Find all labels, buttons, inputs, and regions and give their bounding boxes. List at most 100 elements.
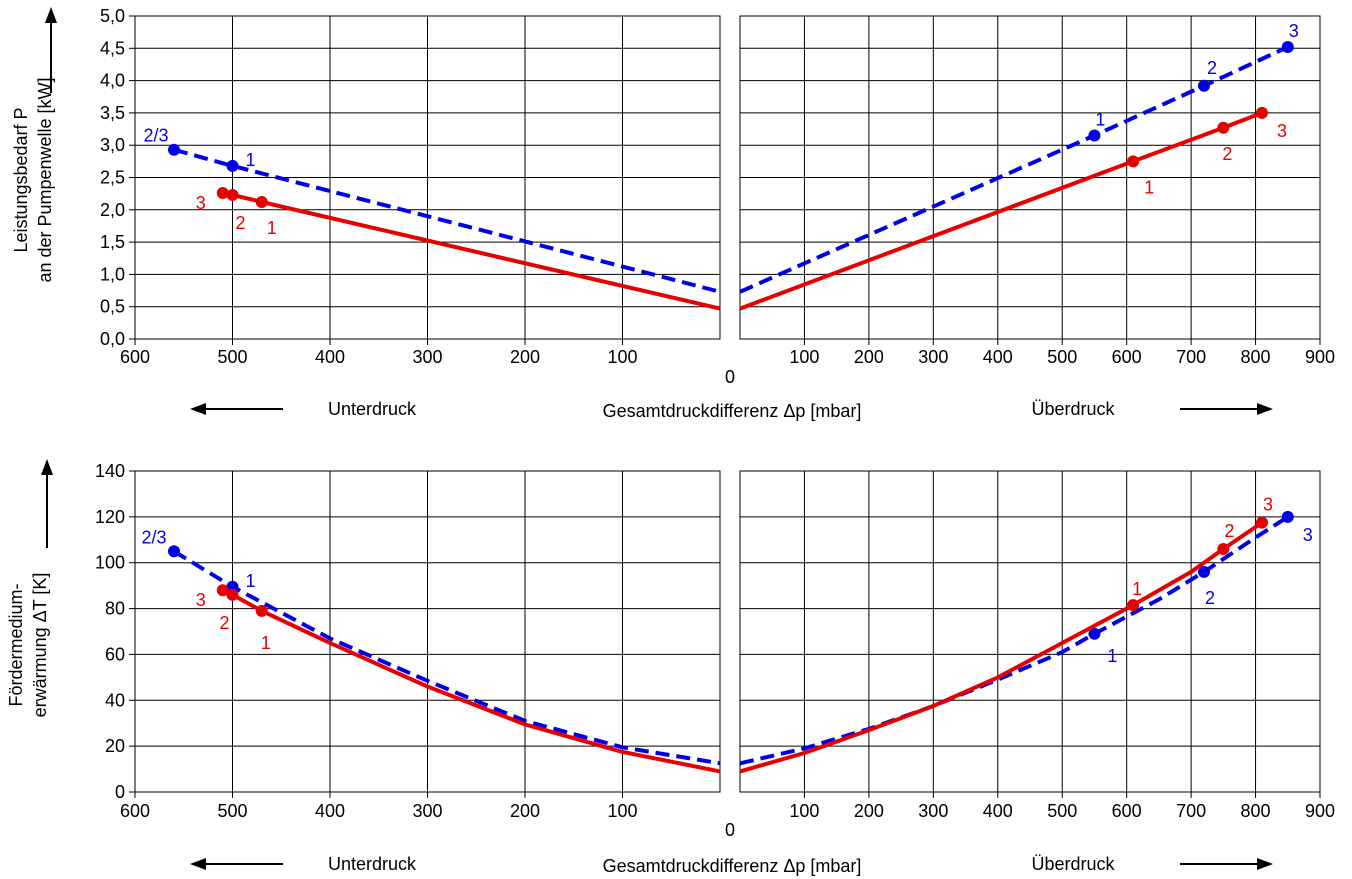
data-point xyxy=(168,545,180,558)
y-tick-label: 0,5 xyxy=(100,297,125,317)
x-tick-label: 400 xyxy=(983,347,1013,367)
x-tick-label: 900 xyxy=(1305,347,1335,367)
data-point-label: 2 xyxy=(1205,588,1215,608)
x-tick-label: 300 xyxy=(918,347,948,367)
data-point xyxy=(1217,121,1230,134)
x-tick-label: 800 xyxy=(1241,801,1271,821)
y-tick-label: 2,0 xyxy=(100,200,125,220)
y-tick-label: 2,5 xyxy=(100,168,125,188)
data-point-label: 1 xyxy=(1144,177,1154,197)
data-point-label: 2 xyxy=(219,613,229,633)
data-point xyxy=(1088,627,1101,640)
y-tick-label: 0 xyxy=(115,782,125,802)
x-tick-label: 600 xyxy=(120,801,150,821)
data-point-label: 1 xyxy=(245,150,255,170)
y-arrow-head xyxy=(45,7,57,23)
x-tick-label: 300 xyxy=(412,347,442,367)
ueberdruck-arrow-head xyxy=(1257,403,1273,415)
y-tick-label: 60 xyxy=(105,644,125,664)
y-tick-label: 140 xyxy=(95,461,125,481)
y-tick-label: 0,0 xyxy=(100,329,125,349)
x-tick-label: 200 xyxy=(854,801,884,821)
data-point xyxy=(1198,79,1210,92)
y-tick-label: 1,5 xyxy=(100,232,125,252)
x-tick-label: 400 xyxy=(315,801,345,821)
panel-left: 600 500 400 300 200 100 0 20 40 60 80 100 120 140 2/3 1… xyxy=(95,461,721,821)
x-tick-label: 600 xyxy=(1112,801,1142,821)
y-tick-label: 80 xyxy=(105,599,125,619)
y-tick-label: 3,5 xyxy=(100,103,125,123)
x-tick-label: 200 xyxy=(854,347,884,367)
data-point xyxy=(1198,565,1210,578)
x-tick-label: 800 xyxy=(1241,347,1271,367)
unterdruck-arrow-head xyxy=(190,403,206,415)
panel-right: 100 200 300 400 500 600 700 800 900 1 2 3 1 2 3 xyxy=(739,15,1335,367)
series-line xyxy=(221,588,721,774)
x-tick-label: 300 xyxy=(412,801,442,821)
y-axis-label: Fördermedium- xyxy=(6,583,26,706)
unterdruck-arrow-head xyxy=(190,858,206,870)
x-tick-label: 300 xyxy=(918,801,948,821)
x-tick-label: 400 xyxy=(983,801,1013,821)
data-point xyxy=(255,604,268,617)
chart-2: 600 500 400 300 200 1000204060801001201402/31… xyxy=(6,459,1335,876)
x-tick-label: 600 xyxy=(1112,347,1142,367)
data-point-label: 2 xyxy=(1207,58,1217,78)
x-zero-label: 0 xyxy=(725,820,735,840)
y-axis-label: an der Pumpenwelle [kW] xyxy=(35,77,55,282)
data-point-label: 3 xyxy=(196,193,206,213)
data-point-label: 1 xyxy=(267,218,277,238)
series-line xyxy=(172,549,721,766)
panel-left: 600 500 400 300 200 100 0,0 0,5 1,0 1,5 2,0 2,5 3,0 3… xyxy=(100,6,721,367)
data-point-label: 1 xyxy=(1095,110,1105,130)
x-zero-label: 0 xyxy=(725,367,735,387)
unterdruck-label: Unterdruck xyxy=(328,399,417,419)
x-tick-label: 500 xyxy=(1047,347,1077,367)
panel-right: 100 200 300 400 500 600 700 800 900 1 2 3 1 2 3 xyxy=(739,470,1335,821)
x-axis-label: Gesamtdruckdifferenz Δp [mbar] xyxy=(603,401,862,421)
data-point-label: 2 xyxy=(1222,144,1232,164)
data-point-label: 1 xyxy=(261,633,271,653)
x-tick-label: 500 xyxy=(1047,801,1077,821)
x-axis-label: Gesamtdruckdifferenz Δp [mbar] xyxy=(603,856,862,876)
y-tick-label: 100 xyxy=(95,553,125,573)
data-point-label: 3 xyxy=(1289,21,1299,41)
x-tick-label: 900 xyxy=(1305,801,1335,821)
data-point xyxy=(1127,599,1140,612)
data-point-label: 3 xyxy=(1263,495,1273,515)
y-axis-label: erwärmung ΔT [K] xyxy=(30,573,50,718)
data-point-label: 3 xyxy=(196,590,206,610)
x-tick-label: 200 xyxy=(510,347,540,367)
data-point-label: 1 xyxy=(245,571,255,591)
data-point xyxy=(1256,516,1268,529)
data-point-label: 1 xyxy=(1132,579,1142,599)
data-point xyxy=(1281,41,1294,54)
data-point-label: 1 xyxy=(1107,646,1117,666)
series-line xyxy=(739,111,1263,311)
y-tick-label: 5,0 xyxy=(100,6,125,26)
series-line xyxy=(222,191,721,311)
data-point xyxy=(1281,510,1294,523)
ueberdruck-arrow-head xyxy=(1257,858,1273,870)
data-point xyxy=(226,588,239,601)
x-tick-label: 400 xyxy=(315,347,345,367)
x-tick-label: 100 xyxy=(607,801,637,821)
y-arrow-head xyxy=(41,459,53,475)
ueberdruck-label: Überdruck xyxy=(1031,399,1115,419)
x-tick-label: 700 xyxy=(1176,801,1206,821)
data-point xyxy=(1088,129,1101,142)
data-point xyxy=(216,584,229,597)
series-line xyxy=(739,515,1289,766)
y-tick-label: 4,0 xyxy=(100,71,125,91)
data-point xyxy=(1127,155,1140,168)
x-tick-label: 200 xyxy=(510,801,540,821)
data-point-label: 3 xyxy=(1277,121,1287,141)
series-line xyxy=(739,520,1264,774)
y-axis-label: Leistungsbedarf P xyxy=(11,107,31,252)
data-point xyxy=(226,159,239,172)
y-tick-label: 1,0 xyxy=(100,264,125,284)
data-point-label: 2 xyxy=(235,213,245,233)
y-tick-label: 120 xyxy=(95,507,125,527)
data-point xyxy=(1256,106,1268,119)
